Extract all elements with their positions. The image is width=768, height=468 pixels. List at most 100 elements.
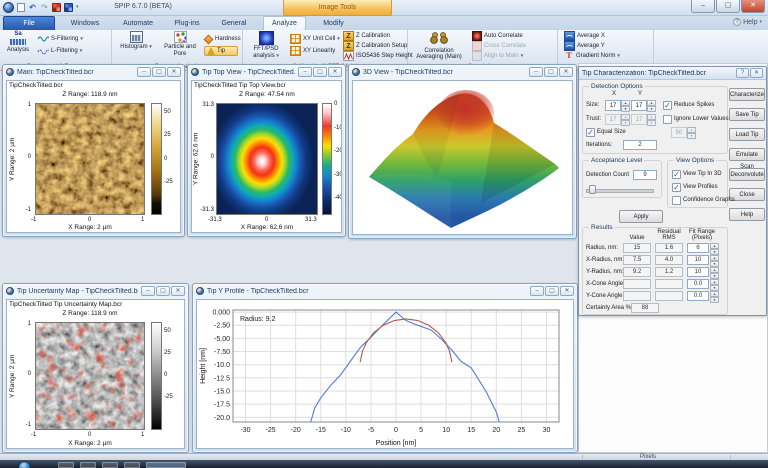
- qat-dropdown-icon[interactable]: ▾: [76, 4, 79, 10]
- close-button[interactable]: [560, 286, 574, 296]
- result-fit-range[interactable]: 10: [687, 255, 709, 265]
- maximize-button[interactable]: [152, 67, 166, 77]
- result-fit-range[interactable]: 6: [687, 243, 709, 253]
- load-tip-button[interactable]: Load Tip: [729, 128, 765, 141]
- app-minimize-button[interactable]: –: [691, 0, 715, 13]
- fft-psd-analysis-button[interactable]: FFT/PSD analysis ▾: [246, 31, 286, 62]
- emulate-scan-button[interactable]: Emulate Scan: [729, 148, 765, 170]
- window-main-titlebar[interactable]: Main: TipCheckTilted.bcr: [3, 65, 184, 79]
- s-filtering-button[interactable]: S-Filtering ▾: [37, 34, 83, 44]
- minimize-button[interactable]: [141, 286, 155, 296]
- result-fit-spinner[interactable]: ▴ ▾: [710, 291, 719, 303]
- result-value[interactable]: 88: [631, 303, 659, 313]
- tab-file[interactable]: File: [3, 16, 55, 30]
- dialog-titlebar[interactable]: Tip Characterization: TipCheckTilted.bcr…: [579, 67, 766, 80]
- align-to-main-button[interactable]: Align to Main ▾: [472, 51, 523, 61]
- result-residual-rms[interactable]: 1.2: [655, 267, 683, 277]
- correlation-averaging-button[interactable]: Correlation Averaging (Main): [411, 31, 467, 62]
- help-menu[interactable]: ? Help ▾: [733, 18, 762, 26]
- app-maximize-button[interactable]: ▢: [716, 0, 740, 13]
- window-profile-titlebar[interactable]: Tip Y Profile - TipCheckTilted.bcr: [193, 284, 577, 298]
- close-button[interactable]: [559, 67, 573, 77]
- taskbar-item-active[interactable]: [146, 462, 186, 468]
- average-x-button[interactable]: Average X: [564, 31, 605, 41]
- tab-plug-ins[interactable]: Plug-ins: [174, 19, 200, 27]
- tab-modify[interactable]: Modify: [323, 19, 344, 27]
- result-residual-rms[interactable]: [655, 291, 683, 301]
- reduce-spikes-checkbox[interactable]: [663, 101, 672, 110]
- l-filtering-button[interactable]: L-Filtering ▾: [37, 46, 82, 56]
- tip-button[interactable]: Tip: [204, 46, 238, 56]
- afm-topography-image[interactable]: [35, 103, 145, 215]
- tip-profile-chart[interactable]: -30 -25 -20 -15 -10 -5 0 5 10 15 20 25 30 0.000 -2.50 -…: [197, 300, 574, 448]
- xy-unit-cell-button[interactable]: XY Unit Cell ▾: [290, 34, 340, 44]
- z-calibration-setup-button[interactable]: Z Calibration Setup: [343, 41, 407, 51]
- histogram-button[interactable]: Histogram ▾: [116, 31, 156, 62]
- detection-count-slider[interactable]: [586, 185, 654, 194]
- deconvolute-button[interactable]: Deconvolute: [729, 168, 765, 181]
- result-value[interactable]: [623, 291, 651, 301]
- result-fit-spinner[interactable]: ▴ ▾: [710, 243, 719, 255]
- minimize-button[interactable]: [298, 67, 312, 77]
- size-y-spinner[interactable]: 17 ▴ ▾: [631, 100, 656, 112]
- particle-and-pore-button[interactable]: Particle and Pore: [158, 31, 202, 62]
- trust-x-spinner[interactable]: 17 ▴ ▾: [605, 114, 630, 126]
- xy-linearity-button[interactable]: XY Linearity: [290, 46, 335, 56]
- result-value[interactable]: 15: [623, 243, 651, 253]
- dialog-close-button[interactable]: ✕: [750, 68, 763, 78]
- equal-size-checkbox[interactable]: [586, 128, 595, 137]
- tab-general[interactable]: General: [221, 19, 247, 27]
- tip-3d-surface[interactable]: [353, 81, 573, 233]
- analysis-button[interactable]: Analysis: [3, 31, 33, 62]
- result-fit-spinner[interactable]: ▴ ▾: [710, 279, 719, 291]
- help-button[interactable]: Help: [729, 208, 765, 221]
- detection-count-field[interactable]: 9: [633, 170, 657, 180]
- size-x-spinner[interactable]: 17 ▴ ▾: [605, 100, 630, 112]
- taskbar-item[interactable]: [58, 462, 74, 468]
- close-button[interactable]: [167, 67, 181, 77]
- average-y-button[interactable]: Average Y: [564, 41, 605, 51]
- ignore-lower-values-checkbox[interactable]: [663, 115, 672, 124]
- hardness-button[interactable]: Hardness: [203, 34, 241, 44]
- dialog-help-button[interactable]: ?: [736, 68, 749, 78]
- view-profiles-checkbox[interactable]: [672, 183, 681, 192]
- taskbar-item[interactable]: [80, 462, 96, 468]
- maximize-button[interactable]: [156, 286, 170, 296]
- minimize-button[interactable]: [529, 67, 543, 77]
- close-button[interactable]: Close: [729, 188, 765, 201]
- result-residual-rms[interactable]: 4.0: [655, 255, 683, 265]
- cross-correlate-button[interactable]: Cross Correlate: [472, 41, 526, 51]
- minimize-button[interactable]: [530, 286, 544, 296]
- characterize-button[interactable]: Characterize: [729, 88, 765, 101]
- save-tip-button[interactable]: Save Tip: [729, 108, 765, 121]
- trust-y-spinner[interactable]: 17 ▴ ▾: [631, 114, 656, 126]
- app-titlebar[interactable]: ↶ ↷ ▾ SPIP 6.7.0 (BETA) Image Tools – ▢ …: [0, 0, 768, 16]
- iso5436-step-height-button[interactable]: ISO5436 Step Height: [343, 51, 413, 61]
- z-calibration-button[interactable]: Z Calibration: [343, 31, 390, 41]
- taskbar-item[interactable]: [102, 462, 118, 468]
- confidence-graphs-checkbox[interactable]: [672, 196, 681, 205]
- result-fit-range[interactable]: 0.0: [687, 291, 709, 301]
- maximize-button[interactable]: [313, 67, 327, 77]
- tab-automate[interactable]: Automate: [123, 19, 153, 27]
- window-uncertainty-titlebar[interactable]: Tip Uncertainty Map - TipCheckTilted.bcr: [3, 284, 188, 298]
- result-residual-rms[interactable]: [655, 279, 683, 289]
- view-tip-in-3d-checkbox[interactable]: [672, 170, 681, 179]
- context-tab-image-tools[interactable]: Image Tools: [283, 0, 392, 16]
- app-logo-icon[interactable]: [3, 2, 14, 13]
- result-value[interactable]: [623, 279, 651, 289]
- start-button[interactable]: [18, 461, 31, 468]
- result-fit-spinner[interactable]: ▴ ▾: [710, 255, 719, 267]
- result-value[interactable]: 7.5: [623, 255, 651, 265]
- taskbar-item[interactable]: [124, 462, 140, 468]
- result-fit-range[interactable]: 0.0: [687, 279, 709, 289]
- maximize-button[interactable]: [545, 286, 559, 296]
- apply-button[interactable]: Apply: [619, 210, 663, 223]
- redo-icon[interactable]: ↷: [41, 3, 48, 12]
- window-top-view-titlebar[interactable]: Tip Top View - TipCheckTilted.bcr: [188, 65, 345, 79]
- close-button[interactable]: [171, 286, 185, 296]
- result-residual-rms[interactable]: 1.6: [655, 243, 683, 253]
- auto-correlate-button[interactable]: Auto Correlate: [472, 31, 523, 41]
- tip-top-view-image[interactable]: [216, 103, 318, 215]
- ignore-value-spinner[interactable]: 50 ▴ ▾: [671, 127, 696, 139]
